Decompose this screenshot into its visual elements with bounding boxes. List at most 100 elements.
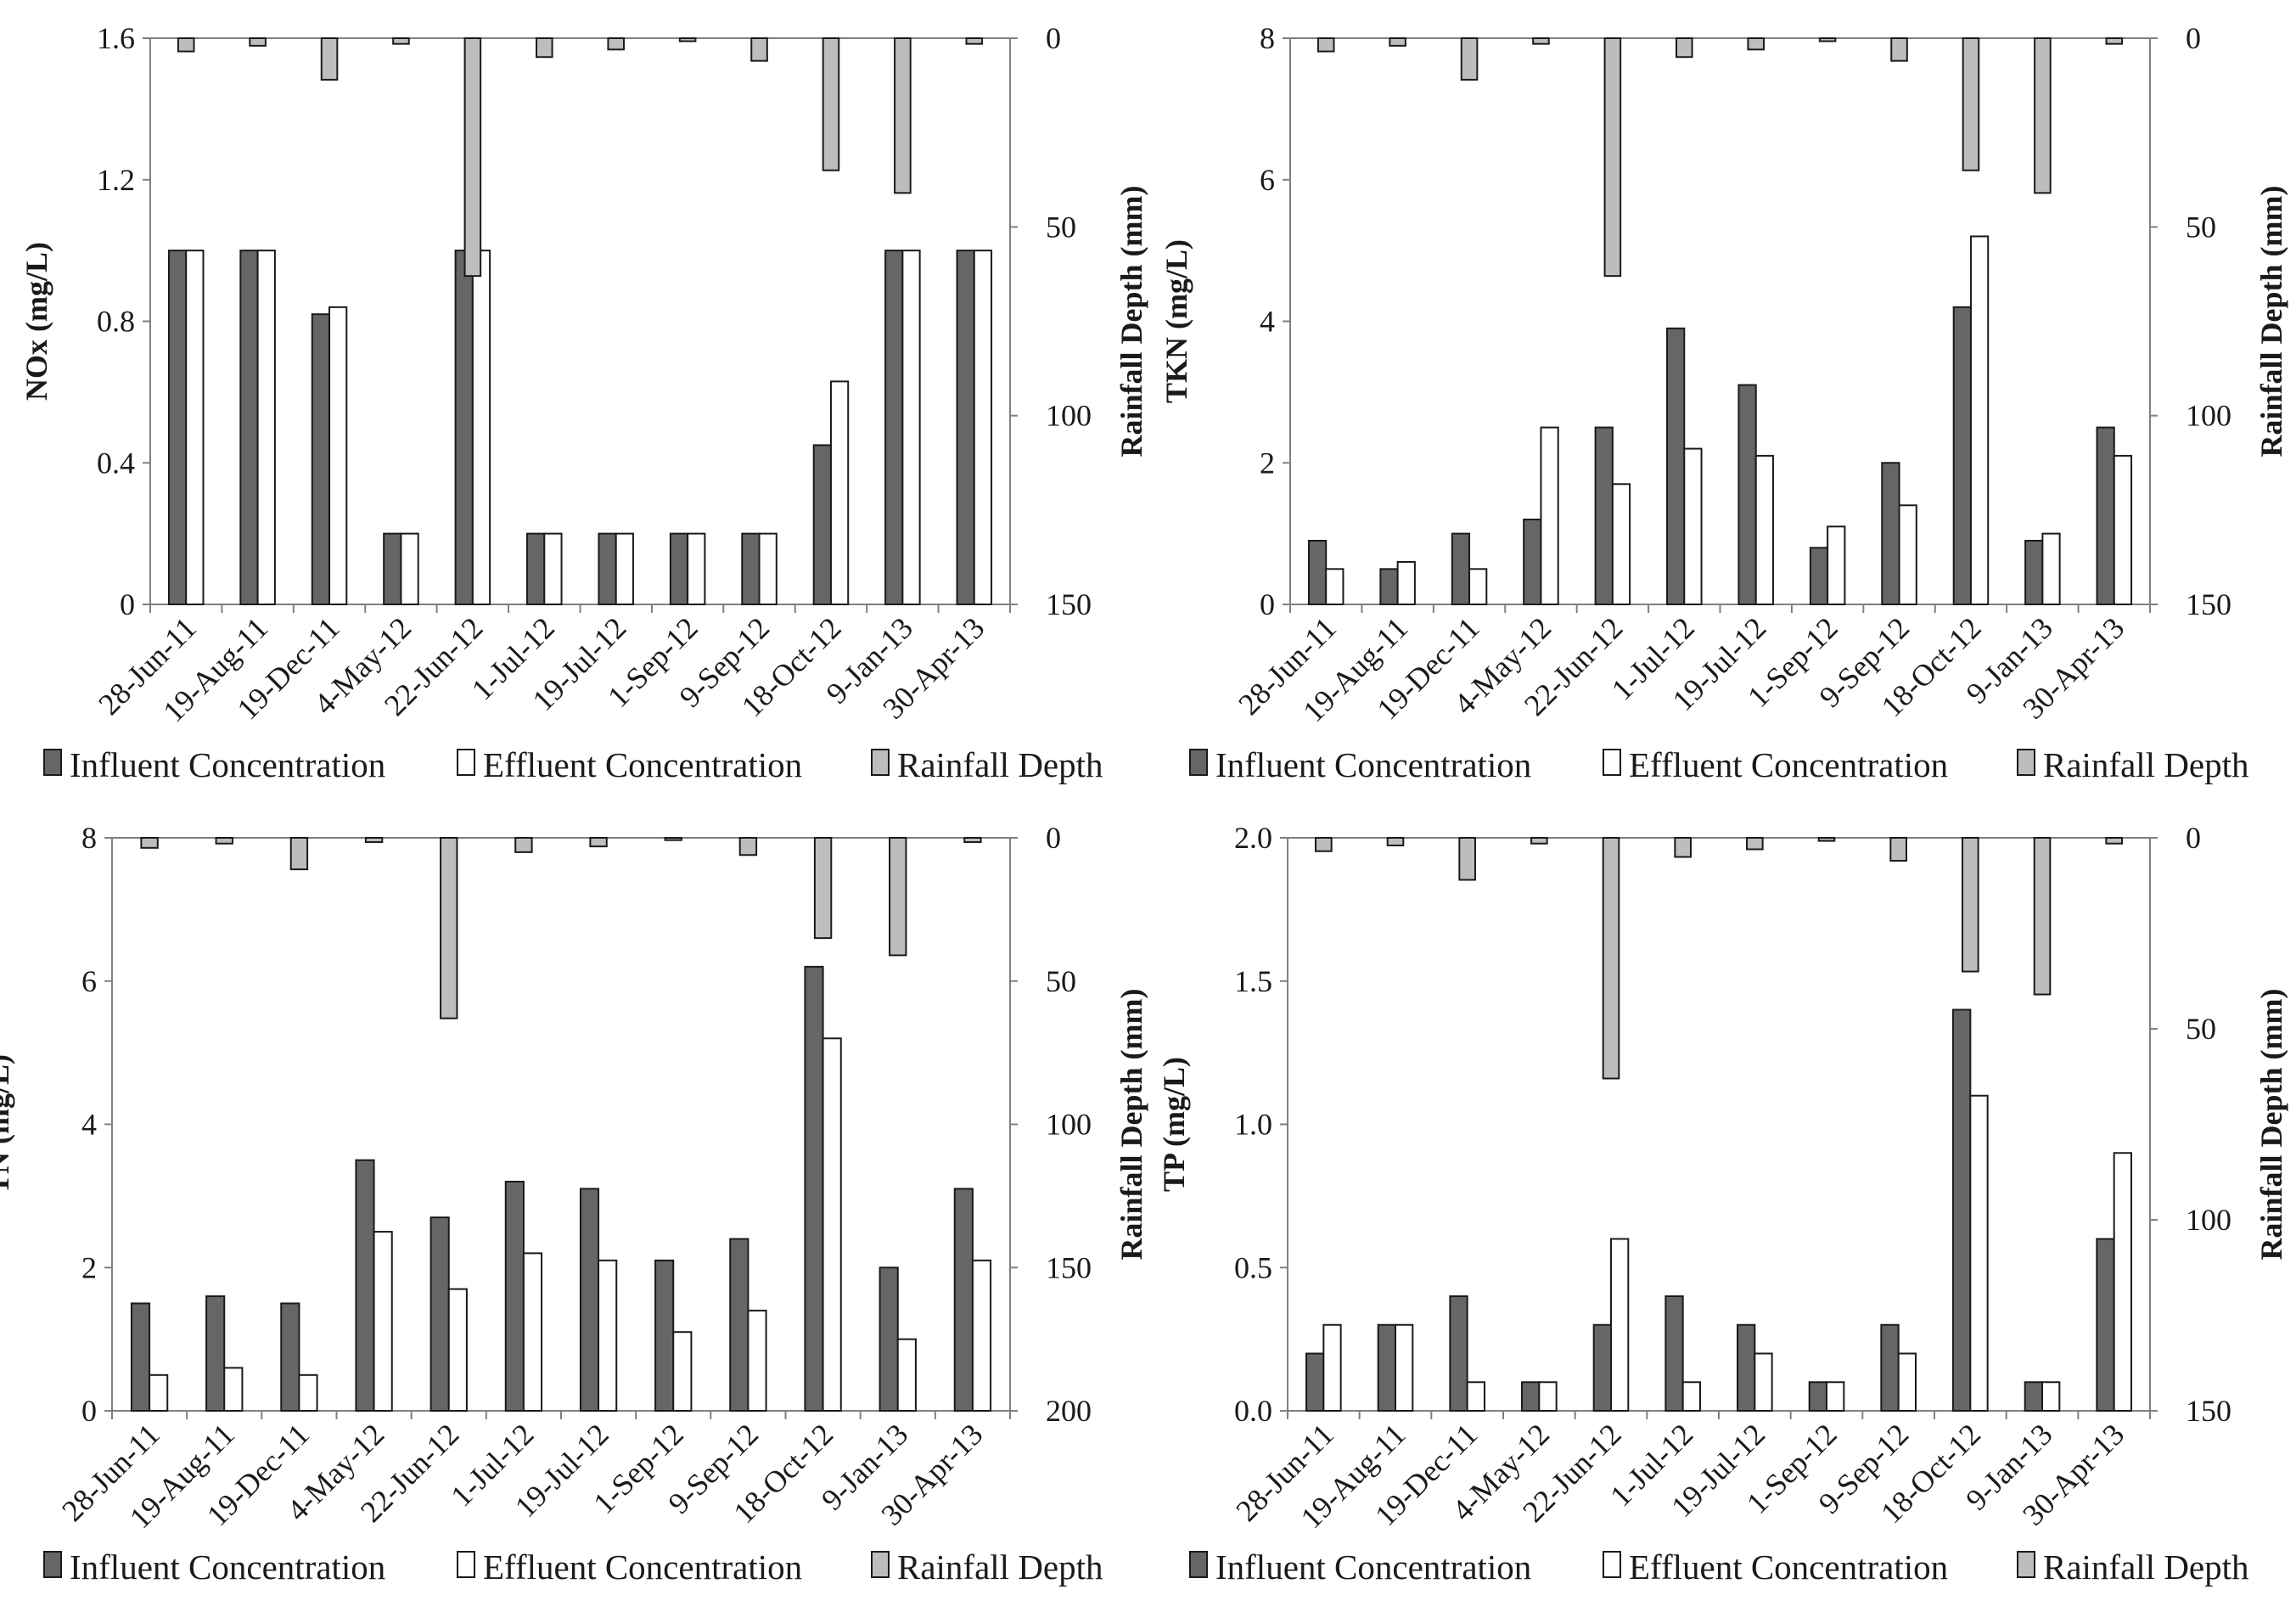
- effluent-bar: [1969, 235, 1990, 605]
- y-axis-title: TN (mg/L): [0, 1054, 15, 1194]
- effluent-bar: [598, 1259, 618, 1412]
- effluent-bar: [1969, 1094, 1989, 1412]
- rainfall-bar: [1603, 37, 1622, 278]
- legend-label: Rainfall Depth: [2043, 1547, 2249, 1587]
- effluent-bar: [973, 250, 993, 605]
- rainfall-bar: [320, 37, 339, 81]
- legend-label: Rainfall Depth: [897, 745, 1103, 784]
- y-tick-label: 0: [120, 587, 135, 621]
- rainfall-bar: [536, 37, 553, 59]
- effluent-bar: [400, 532, 419, 605]
- legend-label: Rainfall Depth: [2043, 745, 2249, 784]
- legend-label: Effluent Concentration: [483, 1547, 802, 1587]
- influent-bar: [1451, 532, 1471, 605]
- rainfall-bar: [1458, 837, 1476, 881]
- y2-tick-label: 50: [2186, 1012, 2216, 1046]
- influent-bar: [1592, 1323, 1613, 1412]
- rainfall-bar: [2033, 837, 2052, 996]
- influent-bar: [1594, 426, 1614, 605]
- y-tick-label: 2: [1260, 446, 1275, 480]
- effluent-bar: [2113, 1152, 2132, 1412]
- y-axis-title: NOx (mg/L): [20, 242, 53, 401]
- y-tick-label: 4: [81, 1108, 97, 1142]
- influent-bar: [741, 532, 761, 605]
- rainfall-bar: [289, 837, 309, 871]
- effluent-bar: [971, 1259, 992, 1412]
- panel-tp: 0.00.51.01.52.0 05010015028-Jun-1119-Aug-…: [1157, 821, 2288, 1535]
- rainfall-bar: [364, 837, 384, 844]
- y-tick-label: 2.0: [1234, 821, 1272, 855]
- effluent-bar: [822, 1037, 842, 1412]
- rainfall-bar: [813, 837, 833, 940]
- y2-tick-label: 0: [1046, 821, 1061, 855]
- y-tick-label: 0.0: [1234, 1394, 1272, 1428]
- y2-tick-label: 0: [1046, 21, 1061, 55]
- y-tick-label: 1.2: [97, 163, 135, 197]
- y2-tick-label: 50: [1046, 210, 1076, 244]
- y-tick-label: 1.5: [1234, 964, 1272, 998]
- rainfall-bar: [1532, 37, 1550, 45]
- influent-bar: [812, 444, 832, 605]
- y-tick-label: 0.4: [97, 446, 135, 480]
- effluent-bar: [2113, 454, 2133, 605]
- legend-label: Effluent Concentration: [1629, 745, 1948, 784]
- influent-bar: [1880, 1323, 1900, 1412]
- influent-bar: [1666, 327, 1686, 605]
- legend-swatch: [457, 749, 475, 776]
- effluent-bar: [615, 532, 634, 605]
- rainfall-bar: [1747, 37, 1765, 51]
- y2-tick-label: 100: [1046, 1108, 1092, 1142]
- legend-swatch: [871, 1551, 890, 1578]
- rainfall-bar: [889, 837, 907, 957]
- plot-frame: [111, 837, 1011, 1412]
- plot-frame: [1287, 837, 2151, 1412]
- effluent-bar: [447, 1288, 468, 1412]
- influent-bar: [311, 313, 331, 605]
- legend-label: Influent Concentration: [1215, 1547, 1531, 1587]
- influent-bar: [1449, 1295, 1468, 1412]
- influent-bar: [1952, 1008, 1972, 1412]
- effluent-bar: [522, 1252, 543, 1412]
- legend-label: Influent Concentration: [70, 745, 385, 784]
- legend-swatch: [43, 1551, 62, 1578]
- effluent-bar: [901, 250, 921, 605]
- effluent-bar: [2041, 532, 2061, 605]
- effluent-bar: [1468, 568, 1488, 605]
- y2-tick-label: 150: [1046, 587, 1092, 621]
- rainfall-bar: [965, 37, 984, 45]
- effluent-bar: [1754, 1352, 1773, 1412]
- legend-label: Rainfall Depth: [897, 1547, 1103, 1587]
- legend-swatch: [871, 749, 890, 776]
- influent-bar: [355, 1159, 375, 1412]
- effluent-bar: [1396, 560, 1416, 605]
- rainfall-bar: [1530, 837, 1548, 845]
- influent-bar: [2024, 1381, 2043, 1412]
- effluent-bar: [223, 1367, 244, 1412]
- rainfall-bar: [177, 37, 195, 53]
- influent-bar: [205, 1295, 226, 1412]
- y2-tick-label: 150: [2186, 587, 2231, 621]
- influent-bar: [280, 1302, 300, 1412]
- y2-axis-title: Rainfall Depth (mm): [1114, 186, 1148, 458]
- y-tick-label: 0: [1260, 587, 1275, 621]
- legend-swatch: [2017, 749, 2035, 776]
- effluent-bar: [1325, 568, 1344, 605]
- legend-swatch: [2017, 1551, 2035, 1578]
- y-tick-label: 0: [81, 1394, 97, 1428]
- rainfall-bar: [1389, 37, 1406, 47]
- influent-bar: [579, 1188, 600, 1412]
- rainfall-bar: [249, 37, 267, 47]
- rainfall-bar: [1386, 837, 1405, 846]
- influent-bar: [2096, 426, 2115, 605]
- effluent-bar: [1395, 1323, 1414, 1412]
- influent-bar: [167, 250, 188, 605]
- legend-label: Effluent Concentration: [483, 745, 802, 784]
- rainfall-bar: [1890, 37, 1908, 62]
- y-tick-label: 8: [81, 821, 97, 855]
- influent-bar: [1737, 384, 1757, 605]
- rainfall-bar: [678, 37, 697, 42]
- influent-bar: [669, 532, 689, 605]
- influent-bar: [383, 532, 402, 605]
- influent-bar: [1307, 539, 1328, 606]
